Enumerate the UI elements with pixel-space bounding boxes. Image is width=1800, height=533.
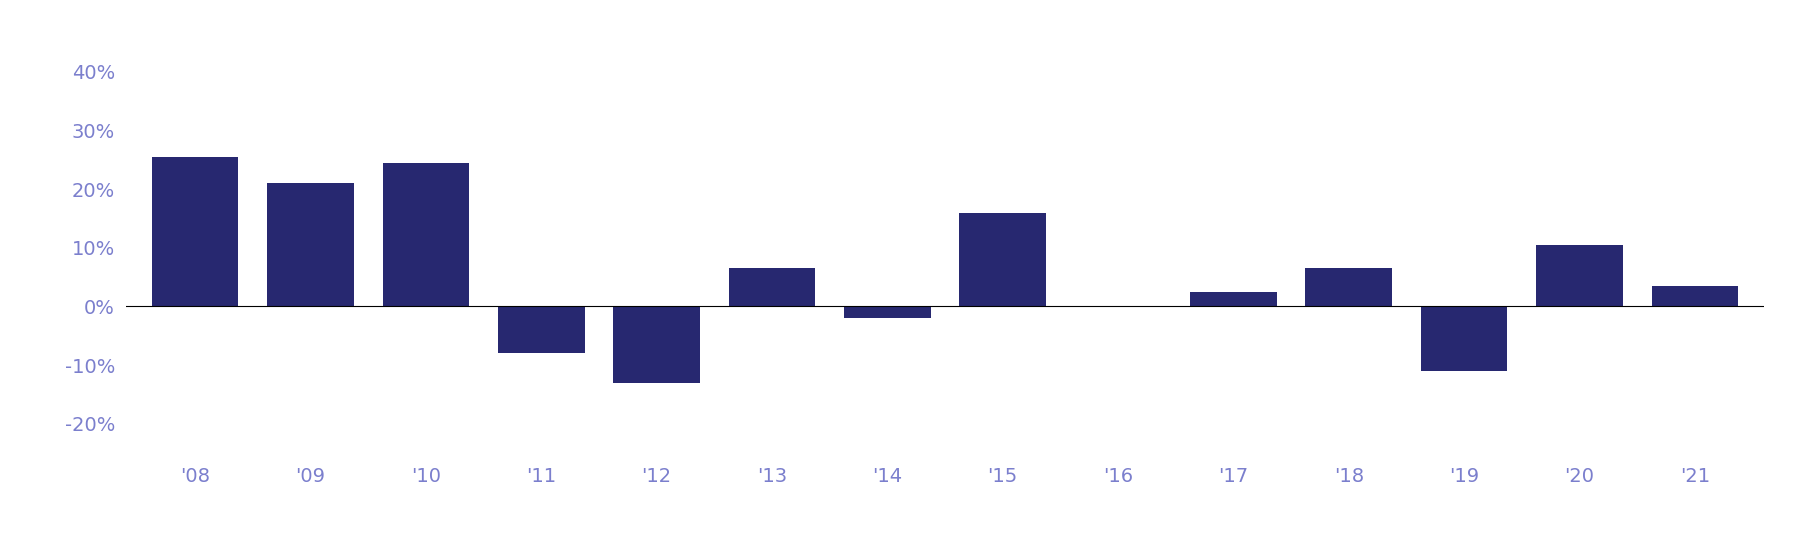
Bar (1305, 269, 1391, 306)
Bar (1535, 245, 1622, 306)
Bar (1420, 306, 1507, 371)
Bar (383, 163, 470, 306)
Bar (151, 157, 238, 306)
Bar (844, 306, 931, 318)
Bar (959, 213, 1046, 306)
Bar (1652, 286, 1739, 306)
Bar (499, 306, 585, 353)
Bar (1190, 292, 1276, 306)
Bar (614, 306, 700, 383)
Bar (268, 183, 355, 306)
Bar (729, 269, 815, 306)
